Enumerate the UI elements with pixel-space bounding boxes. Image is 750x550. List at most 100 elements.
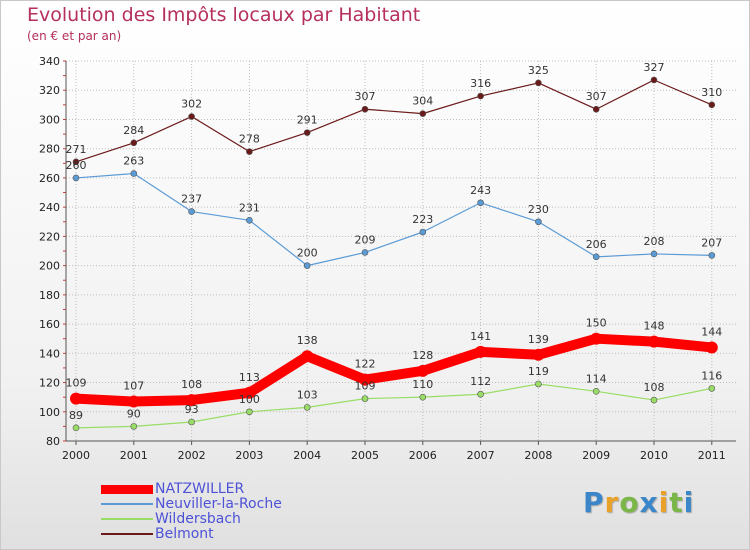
- legend-swatch: [101, 533, 153, 535]
- data-label: 316: [470, 77, 491, 90]
- logo-letter: x: [639, 486, 659, 519]
- data-point: [535, 79, 542, 87]
- data-label: 148: [644, 320, 665, 333]
- data-point: [361, 395, 369, 402]
- data-point: [361, 249, 369, 256]
- legend-item: Neuviller-la-Roche: [101, 496, 361, 512]
- logo-letter: r: [604, 486, 620, 519]
- x-tick-label: 2008: [524, 449, 552, 462]
- data-point: [185, 394, 198, 407]
- legend-label: Neuviller-la-Roche: [155, 496, 282, 512]
- data-label: 138: [297, 334, 318, 347]
- data-point: [127, 395, 140, 408]
- y-tick-label: 320: [39, 84, 60, 97]
- y-tick-label: 200: [39, 260, 60, 273]
- data-label: 208: [644, 235, 665, 248]
- legend-item: NATZWILLER: [101, 481, 361, 497]
- data-label: 302: [181, 98, 202, 111]
- y-tick-label: 180: [39, 289, 60, 302]
- data-label: 307: [586, 90, 607, 103]
- proxiti-logo: Proxiti: [583, 486, 694, 519]
- legend-item: Wildersbach: [101, 511, 361, 527]
- data-label: 90: [127, 407, 141, 420]
- data-label: 284: [123, 124, 144, 137]
- legend-item: Belmont: [101, 526, 361, 542]
- data-label: 93: [185, 403, 199, 416]
- data-label: 103: [297, 388, 318, 401]
- data-point: [590, 332, 603, 345]
- data-label: 109: [355, 380, 376, 393]
- data-point: [708, 385, 716, 392]
- y-tick-label: 100: [39, 406, 60, 419]
- data-point: [130, 170, 138, 177]
- data-label: 291: [297, 114, 318, 127]
- x-tick-label: 2007: [467, 449, 495, 462]
- data-label: 107: [123, 380, 144, 393]
- x-tick-label: 2003: [235, 449, 263, 462]
- data-point: [419, 228, 427, 236]
- data-point: [72, 174, 80, 182]
- data-label: 260: [66, 159, 87, 172]
- data-point: [359, 373, 371, 386]
- data-label: 231: [239, 201, 260, 214]
- data-label: 304: [412, 95, 433, 108]
- y-tick-label: 140: [39, 347, 60, 360]
- data-label: 207: [701, 236, 722, 249]
- data-point: [592, 388, 600, 395]
- data-label: 128: [412, 349, 433, 362]
- axes: 80 100 120 140 160 180 200 220 240 260 280 300 320 34…: [39, 55, 736, 462]
- data-point: [592, 253, 600, 261]
- data-label: 223: [412, 213, 433, 226]
- data-label: 271: [66, 143, 87, 156]
- data-label: 243: [470, 184, 491, 197]
- data-point: [130, 423, 138, 430]
- data-label: 112: [470, 375, 491, 388]
- chart-title: Evolution des Impôts locaux par Habitant: [27, 4, 421, 26]
- logo-letter: P: [583, 486, 605, 519]
- x-tick-label: 2006: [409, 449, 437, 462]
- data-point: [419, 110, 427, 117]
- y-tick-label: 280: [39, 143, 60, 156]
- data-label: 144: [701, 325, 722, 338]
- data-point: [419, 393, 427, 401]
- data-point: [535, 218, 542, 226]
- legend-swatch: [101, 518, 153, 520]
- legend-label: Wildersbach: [155, 511, 241, 527]
- data-label: 141: [470, 330, 491, 343]
- data-label: 150: [586, 317, 607, 330]
- data-label: 139: [528, 333, 549, 346]
- data-labels: 271 284 302 278 291 307 304 316 325 307 327 310 260 2…: [66, 61, 723, 422]
- data-label: 122: [355, 358, 376, 371]
- series-line-0: [71, 333, 717, 407]
- data-label: 113: [239, 371, 260, 384]
- x-tick-label: 2010: [640, 449, 668, 462]
- data-label: 230: [528, 203, 549, 216]
- data-label: 206: [586, 238, 607, 251]
- y-tick-label: 340: [39, 55, 60, 68]
- data-label: 307: [355, 90, 376, 103]
- data-point: [246, 408, 253, 416]
- y-tick-label: 260: [39, 172, 60, 185]
- data-label: 116: [701, 369, 722, 382]
- data-point: [532, 348, 545, 361]
- data-point: [650, 250, 658, 258]
- data-point: [72, 424, 80, 432]
- y-tick-label: 120: [39, 377, 60, 390]
- data-label: 109: [66, 377, 87, 390]
- x-tick-label: 2002: [178, 449, 206, 462]
- chart-subtitle: (en € et par an): [27, 29, 122, 43]
- series-line-1: [75, 172, 713, 267]
- y-tick-label: 220: [39, 230, 60, 243]
- data-point: [188, 208, 195, 215]
- data-point: [650, 396, 658, 404]
- data-point: [70, 392, 82, 405]
- series-lines: [70, 76, 718, 432]
- y-tick-label: 80: [46, 435, 60, 448]
- logo-letter: i: [683, 486, 695, 519]
- x-tick-label: 2001: [120, 449, 148, 462]
- series-line-3: [75, 79, 713, 163]
- legend: NATZWILLER Neuviller-la-Roche Wildersbach B…: [101, 481, 361, 542]
- legend-swatch: [101, 484, 153, 494]
- data-label: 108: [644, 381, 665, 394]
- data-point: [303, 129, 311, 136]
